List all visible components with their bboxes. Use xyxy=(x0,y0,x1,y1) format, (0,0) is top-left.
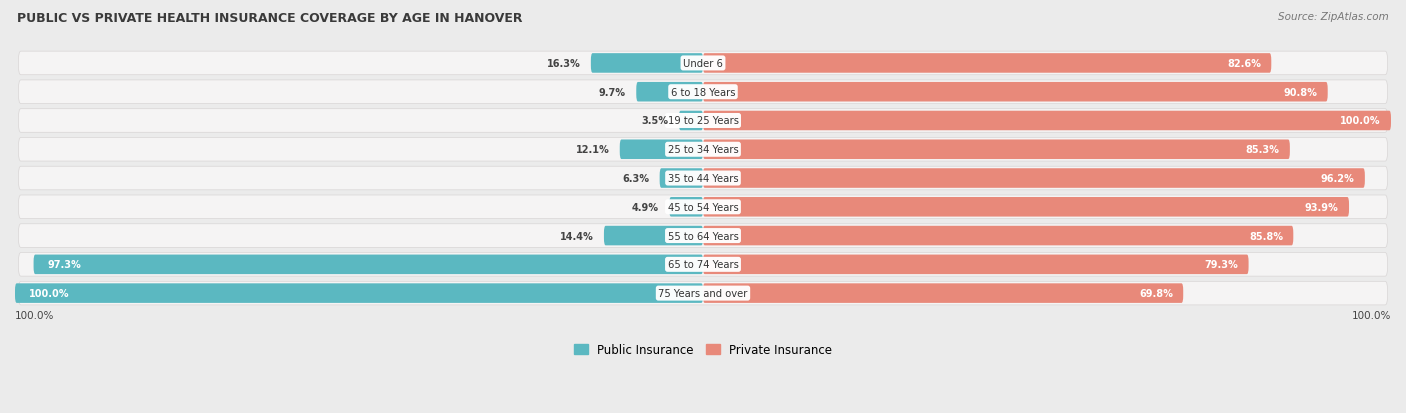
Text: 75 Years and over: 75 Years and over xyxy=(658,288,748,298)
FancyBboxPatch shape xyxy=(18,282,1388,305)
FancyBboxPatch shape xyxy=(18,52,1388,76)
Text: 90.8%: 90.8% xyxy=(1284,88,1317,97)
FancyBboxPatch shape xyxy=(591,54,703,74)
Text: 65 to 74 Years: 65 to 74 Years xyxy=(668,260,738,270)
FancyBboxPatch shape xyxy=(703,284,1184,303)
FancyBboxPatch shape xyxy=(703,140,1289,160)
FancyBboxPatch shape xyxy=(15,284,703,303)
Text: 100.0%: 100.0% xyxy=(15,310,55,320)
FancyBboxPatch shape xyxy=(703,112,1391,131)
FancyBboxPatch shape xyxy=(34,255,703,275)
FancyBboxPatch shape xyxy=(18,109,1388,133)
Text: 35 to 44 Years: 35 to 44 Years xyxy=(668,173,738,184)
Text: 3.5%: 3.5% xyxy=(641,116,669,126)
Text: 14.4%: 14.4% xyxy=(560,231,593,241)
FancyBboxPatch shape xyxy=(18,195,1388,219)
Text: 82.6%: 82.6% xyxy=(1227,59,1261,69)
FancyBboxPatch shape xyxy=(620,140,703,160)
FancyBboxPatch shape xyxy=(669,197,703,217)
Text: 19 to 25 Years: 19 to 25 Years xyxy=(668,116,738,126)
FancyBboxPatch shape xyxy=(605,226,703,246)
FancyBboxPatch shape xyxy=(637,83,703,102)
FancyBboxPatch shape xyxy=(679,112,703,131)
FancyBboxPatch shape xyxy=(703,226,1294,246)
FancyBboxPatch shape xyxy=(18,253,1388,276)
FancyBboxPatch shape xyxy=(659,169,703,188)
FancyBboxPatch shape xyxy=(18,138,1388,161)
Text: 69.8%: 69.8% xyxy=(1139,288,1173,298)
FancyBboxPatch shape xyxy=(703,255,1249,275)
Text: 97.3%: 97.3% xyxy=(48,260,82,270)
FancyBboxPatch shape xyxy=(703,197,1348,217)
Text: 45 to 54 Years: 45 to 54 Years xyxy=(668,202,738,212)
FancyBboxPatch shape xyxy=(18,167,1388,190)
Text: 85.3%: 85.3% xyxy=(1246,145,1279,155)
Text: 6 to 18 Years: 6 to 18 Years xyxy=(671,88,735,97)
Text: PUBLIC VS PRIVATE HEALTH INSURANCE COVERAGE BY AGE IN HANOVER: PUBLIC VS PRIVATE HEALTH INSURANCE COVER… xyxy=(17,12,523,25)
Legend: Public Insurance, Private Insurance: Public Insurance, Private Insurance xyxy=(569,338,837,361)
FancyBboxPatch shape xyxy=(703,54,1271,74)
Text: 25 to 34 Years: 25 to 34 Years xyxy=(668,145,738,155)
Text: 6.3%: 6.3% xyxy=(623,173,650,184)
FancyBboxPatch shape xyxy=(703,169,1365,188)
Text: 100.0%: 100.0% xyxy=(1351,310,1391,320)
Text: 12.1%: 12.1% xyxy=(575,145,609,155)
Text: 55 to 64 Years: 55 to 64 Years xyxy=(668,231,738,241)
Text: 85.8%: 85.8% xyxy=(1249,231,1284,241)
Text: 100.0%: 100.0% xyxy=(28,288,69,298)
Text: 96.2%: 96.2% xyxy=(1320,173,1354,184)
FancyBboxPatch shape xyxy=(18,81,1388,104)
Text: 4.9%: 4.9% xyxy=(631,202,659,212)
Text: Source: ZipAtlas.com: Source: ZipAtlas.com xyxy=(1278,12,1389,22)
Text: 16.3%: 16.3% xyxy=(547,59,581,69)
Text: 100.0%: 100.0% xyxy=(1340,116,1381,126)
FancyBboxPatch shape xyxy=(703,83,1327,102)
Text: 79.3%: 79.3% xyxy=(1205,260,1239,270)
Text: 93.9%: 93.9% xyxy=(1305,202,1339,212)
FancyBboxPatch shape xyxy=(18,224,1388,248)
Text: 9.7%: 9.7% xyxy=(599,88,626,97)
Text: Under 6: Under 6 xyxy=(683,59,723,69)
